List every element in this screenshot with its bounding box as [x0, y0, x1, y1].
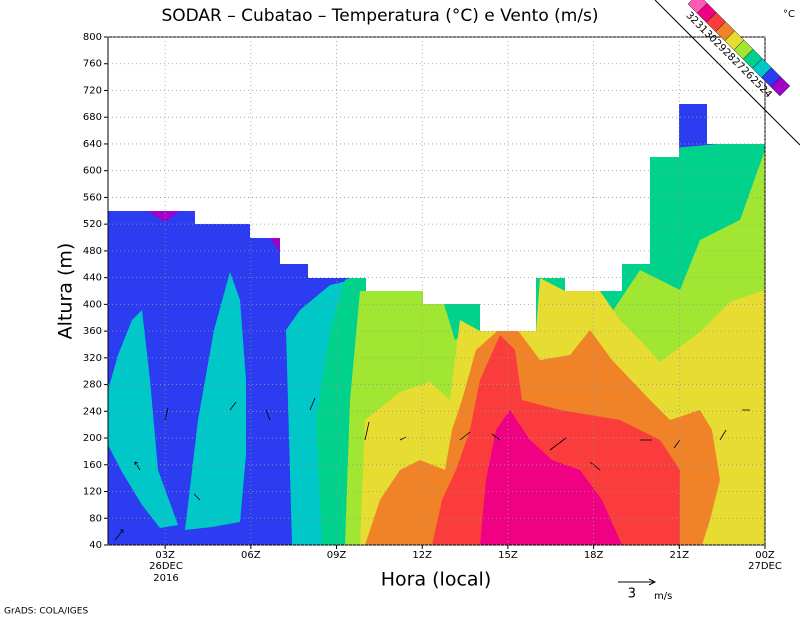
y-tick-label: 440: [83, 273, 102, 284]
y-tick-label: 720: [83, 85, 102, 96]
wind-arrow: [114, 397, 750, 541]
y-tick-label: 200: [83, 433, 102, 444]
x-axis-label: Hora (local): [381, 569, 492, 591]
y-tick-label: 120: [83, 487, 102, 498]
y-tick-label: 160: [83, 460, 102, 471]
reference-vector-value: 3: [628, 587, 636, 602]
y-tick-label: 680: [83, 112, 102, 123]
contour-region: [108, 310, 178, 528]
chart-title: SODAR – Cubatao – Temperatura (°C) e Ven…: [161, 6, 598, 26]
x-tick-label: 06Z: [241, 550, 261, 561]
y-tick-label: 800: [83, 32, 102, 43]
credit: GrADS: COLA/IGES: [4, 607, 88, 617]
contour-region: [480, 410, 622, 545]
y-axis-label: Altura (m): [55, 243, 77, 340]
y-tick-label: 600: [83, 166, 102, 177]
y-tick-label: 40: [89, 540, 102, 551]
y-tick-label: 240: [83, 406, 102, 417]
date-label: 26DEC: [149, 561, 183, 572]
reference-vector-unit: m/s: [654, 591, 672, 602]
date-label: 27DEC: [748, 561, 782, 572]
y-tick-label: 280: [83, 380, 102, 391]
x-tick-label: 03Z: [155, 550, 175, 561]
contour-region: [270, 238, 280, 252]
y-tick-label: 400: [83, 299, 102, 310]
reference-vector: [618, 578, 657, 586]
x-tick-label: 00Z: [755, 550, 775, 561]
temperature-field: [108, 104, 765, 545]
y-tick-label: 360: [83, 326, 102, 337]
date-label: 2016: [153, 573, 178, 584]
colorbar-unit: °C: [783, 9, 795, 20]
x-tick-label: 09Z: [327, 550, 347, 561]
legend-divider: [654, 0, 800, 146]
y-tick-label: 520: [83, 219, 102, 230]
y-tick-label: 320: [83, 353, 102, 364]
x-tick-label: 12Z: [412, 550, 432, 561]
y-tick-label: 80: [89, 513, 102, 524]
y-tick-label: 760: [83, 59, 102, 70]
x-tick-label: 18Z: [584, 550, 604, 561]
contour-region: [185, 272, 246, 530]
wind-vectors: [114, 397, 750, 541]
colorbar-swatch: [687, 0, 708, 14]
y-tick-label: 560: [83, 192, 102, 203]
y-tick-label: 640: [83, 139, 102, 150]
x-tick-label: 21Z: [670, 550, 690, 561]
contour-region: [148, 211, 180, 222]
x-tick-label: 15Z: [498, 550, 518, 561]
y-tick-label: 480: [83, 246, 102, 257]
